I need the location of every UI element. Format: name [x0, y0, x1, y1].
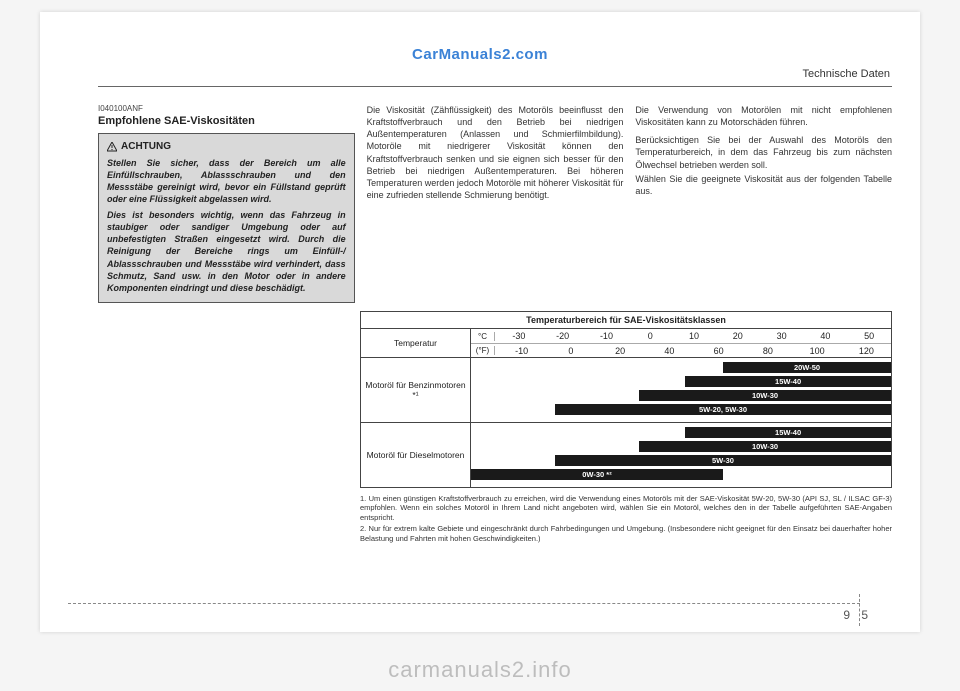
unit-f: (°F) — [471, 346, 495, 355]
section-title: Technische Daten — [803, 68, 890, 80]
temp-label: Temperatur — [361, 329, 471, 357]
oil-bar: 5W-20, 5W-30 — [555, 404, 891, 415]
footnote-1: 1. Um einen günstigen Kraftstoffverbrauc… — [360, 494, 892, 522]
column-2: Die Viskosität (Zähflüssigkeit) des Moto… — [367, 104, 624, 303]
oil-bar: 0W-30 *² — [471, 469, 723, 480]
oil-bar: 5W-30 — [555, 455, 891, 466]
column-3: Die Verwendung von Motorölen mit nicht e… — [635, 104, 892, 303]
page-number: 9 5 — [843, 608, 872, 622]
subheading: Empfohlene SAE-Viskositäten — [98, 115, 355, 127]
watermark-top: CarManuals2.com — [412, 46, 548, 63]
temp-scales: °C -30 -20 -10 0 10 20 30 40 50 — [471, 329, 891, 357]
doc-code: I040100ANF — [98, 104, 355, 113]
chart-title: Temperaturbereich für SAE-Viskositätskla… — [361, 312, 891, 329]
diesel-label: Motoröl für Dieselmotoren — [361, 423, 471, 487]
col2-p1: Die Viskosität (Zähflüssigkeit) des Moto… — [367, 104, 624, 201]
three-columns: I040100ANF Empfohlene SAE-Viskositäten A… — [98, 104, 892, 303]
footnote-2: 2. Nur für extrem kalte Gebiete und eing… — [360, 524, 892, 543]
header-rule — [98, 86, 892, 87]
col3-p2: Berücksichtigen Sie bei der Auswahl des … — [635, 134, 892, 170]
oil-bar: 10W-30 — [639, 390, 891, 401]
diesel-bars: 15W-40 10W-30 5W-30 0W-30 *² — [471, 423, 891, 487]
scale-c-values: -30 -20 -10 0 10 20 30 40 50 — [495, 331, 891, 341]
col3-p3: Wählen Sie die geeignete Viskosität aus … — [635, 173, 892, 197]
column-1: I040100ANF Empfohlene SAE-Viskositäten A… — [98, 104, 355, 303]
scale-f-values: -10 0 20 40 60 80 100 120 — [495, 346, 891, 356]
col3-p1: Die Verwendung von Motorölen mit nicht e… — [635, 104, 892, 128]
caution-box: ACHTUNG Stellen Sie sicher, dass der Ber… — [98, 133, 355, 303]
diesel-row: Motoröl für Dieselmotoren 15W-40 10W-30 5W… — [361, 423, 891, 487]
scale-fahrenheit: (°F) -10 0 20 40 60 80 100 120 — [471, 343, 891, 357]
unit-c: °C — [471, 332, 495, 341]
oil-bar: 15W-40 — [685, 427, 891, 438]
scale-celsius: °C -30 -20 -10 0 10 20 30 40 50 — [471, 329, 891, 343]
gasoline-bars: 20W-50 15W-40 10W-30 5W-20, 5W-30 — [471, 358, 891, 422]
bottom-dash — [68, 603, 860, 604]
footnotes: 1. Um einen günstigen Kraftstoffverbrauc… — [360, 494, 892, 543]
temperature-row: Temperatur °C -30 -20 -10 0 10 20 30 40 — [361, 329, 891, 358]
caution-word: ACHTUNG — [121, 140, 171, 154]
manual-page: CarManuals2.com Technische Daten I040100… — [40, 12, 920, 632]
warning-icon — [107, 142, 117, 152]
oil-bar: 10W-30 — [639, 441, 891, 452]
viscosity-chart: Temperaturbereich für SAE-Viskositätskla… — [360, 311, 892, 488]
oil-bar: 20W-50 — [723, 362, 891, 373]
watermark-bottom: carmanuals2.info — [0, 657, 960, 683]
caution-p2: Dies ist besonders wichtig, wenn das Fah… — [107, 209, 346, 294]
oil-bar: 15W-40 — [685, 376, 891, 387]
gasoline-label: Motoröl für Benzinmotoren *¹ — [361, 358, 471, 422]
caution-label: ACHTUNG — [107, 140, 346, 154]
caution-p1: Stellen Sie sicher, dass der Bereich um … — [107, 157, 346, 206]
content-area: I040100ANF Empfohlene SAE-Viskositäten A… — [98, 104, 892, 606]
gasoline-row: Motoröl für Benzinmotoren *¹ 20W-50 15W-4… — [361, 358, 891, 423]
